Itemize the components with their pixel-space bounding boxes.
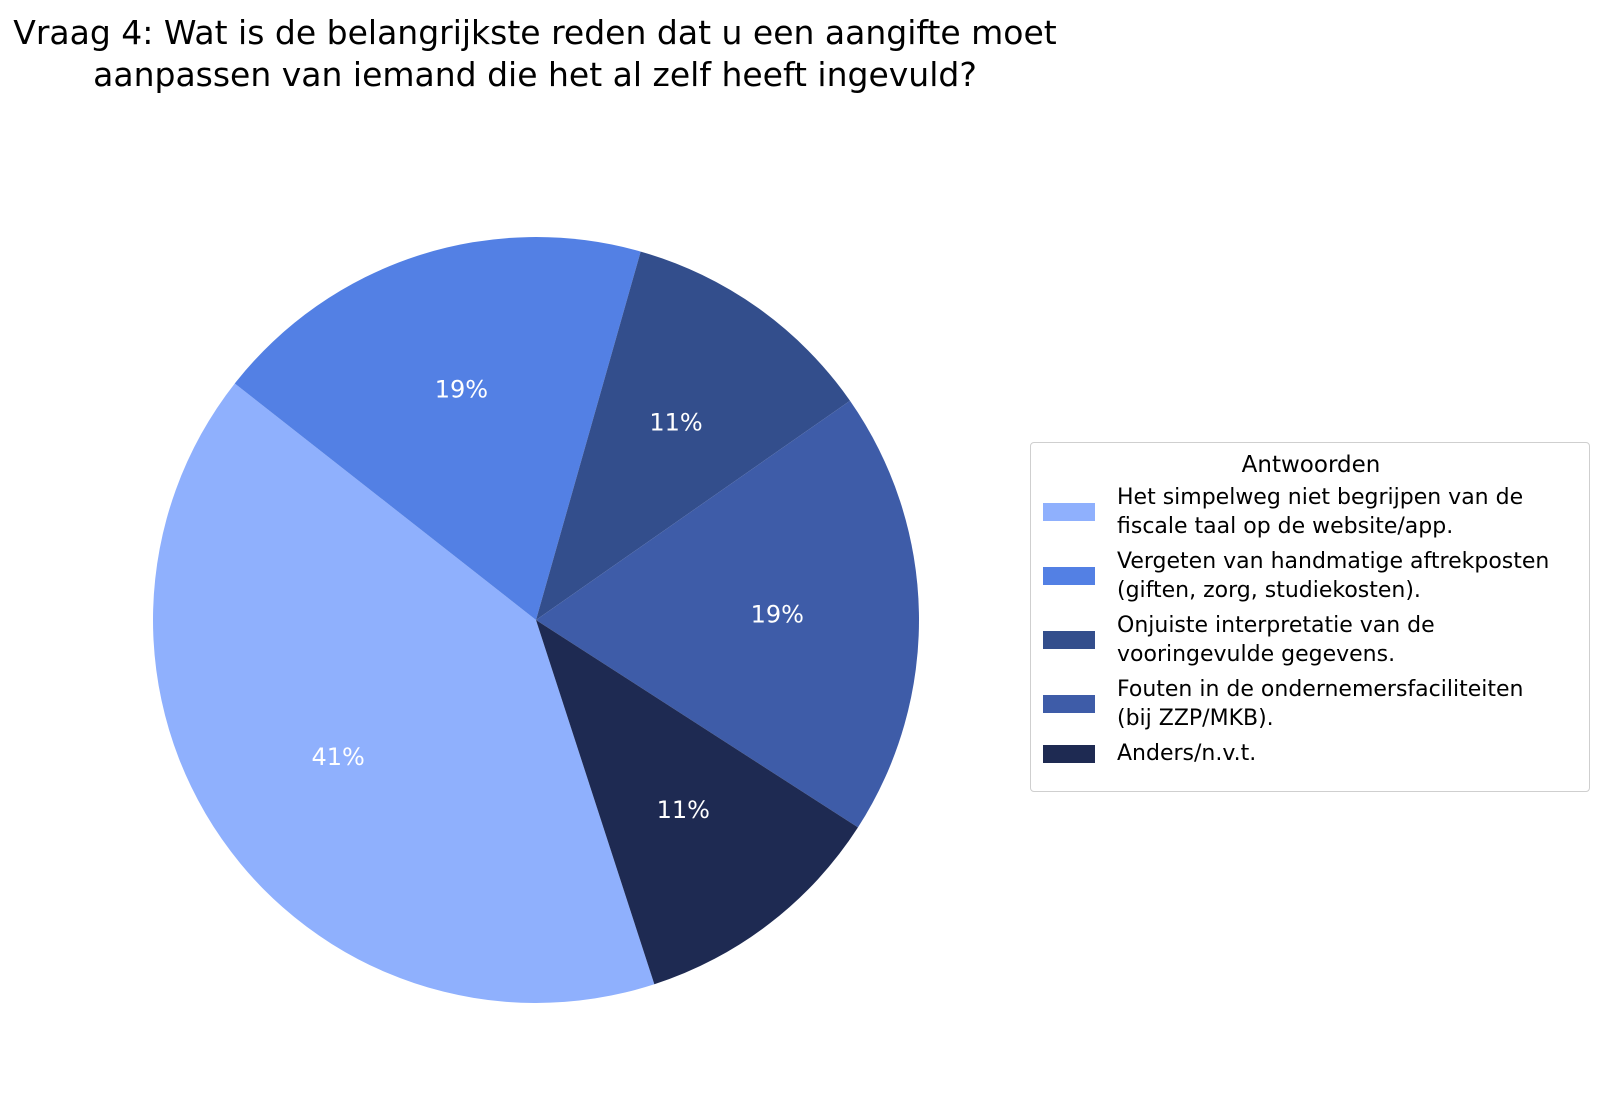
slice-value-label-5: 11% bbox=[657, 796, 710, 824]
pie-slice-2 bbox=[234, 237, 641, 621]
legend-swatch-5 bbox=[1043, 744, 1095, 763]
legend: Antwoorden Het simpelweg niet begrijpen … bbox=[1030, 442, 1590, 792]
legend-title: Antwoorden bbox=[1241, 452, 1381, 478]
legend-label-5: Anders/n.v.t. bbox=[1117, 741, 1257, 766]
chart-title-line-1: Vraag 4: Wat is de belangrijkste reden d… bbox=[13, 13, 1057, 52]
legend-label-2: Vergeten van handmatige aftrekposten (gi… bbox=[1117, 549, 1550, 603]
legend-item-4: Fouten in de ondernemersfaciliteiten (bi… bbox=[1043, 675, 1579, 733]
legend-swatch-2 bbox=[1043, 567, 1095, 585]
legend-item-1: Het simpelweg niet begrijpen van de fisc… bbox=[1043, 483, 1579, 541]
legend-label-1: Het simpelweg niet begrijpen van de fisc… bbox=[1117, 485, 1524, 539]
slice-value-label-2: 19% bbox=[435, 376, 488, 404]
legend-label-3: Onjuiste interpretatie van de vooringevu… bbox=[1117, 613, 1435, 667]
legend-item-2: Vergeten van handmatige aftrekposten (gi… bbox=[1043, 547, 1579, 605]
legend-swatch-4 bbox=[1043, 695, 1095, 713]
legend-swatch-1 bbox=[1043, 503, 1095, 521]
slice-value-label-4: 19% bbox=[751, 600, 804, 628]
legend-item-5: Anders/n.v.t. bbox=[1043, 739, 1579, 768]
chart-title: Vraag 4: Wat is de belangrijkste reden d… bbox=[10, 12, 1060, 96]
slice-value-label-3: 11% bbox=[649, 408, 702, 436]
legend-label-4: Fouten in de ondernemersfaciliteiten (bi… bbox=[1117, 677, 1524, 731]
pie-slice-3 bbox=[536, 251, 851, 620]
chart-title-line-2: aanpassen van iemand die het al zelf hee… bbox=[93, 55, 977, 94]
pie-slice-4 bbox=[536, 400, 919, 828]
pie-chart: 41% 19% 11% 19% 11% bbox=[153, 237, 919, 1004]
legend-item-3: Onjuiste interpretatie van de vooringevu… bbox=[1043, 611, 1579, 669]
legend-items: Het simpelweg niet begrijpen van de fisc… bbox=[1043, 483, 1579, 768]
pie-slice-1 bbox=[153, 383, 655, 1004]
slice-value-label-1: 41% bbox=[312, 743, 365, 771]
pie-slice-5 bbox=[536, 620, 858, 985]
legend-swatch-3 bbox=[1043, 631, 1095, 649]
